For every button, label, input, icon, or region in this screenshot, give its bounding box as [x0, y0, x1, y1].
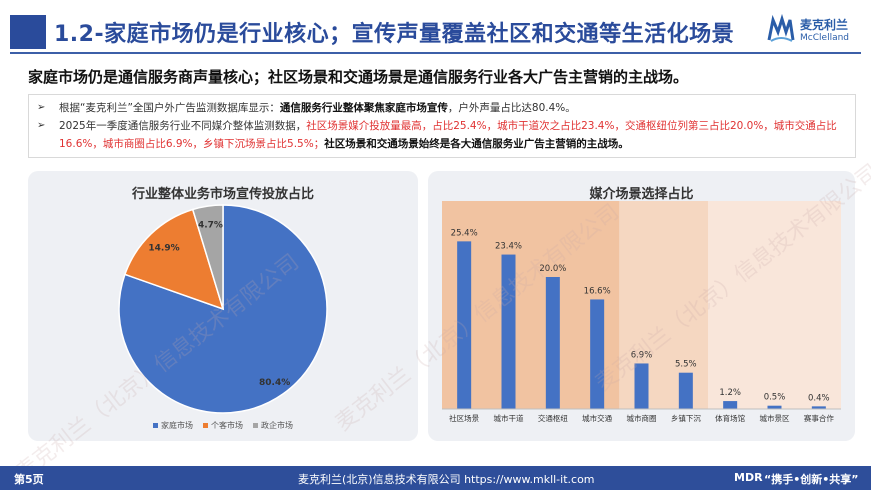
- band-primary: [442, 201, 620, 409]
- bar-value-label: 16.6%: [584, 286, 611, 296]
- bar-category-label: 城市干道: [494, 413, 524, 423]
- legend-label: 家庭市场: [161, 421, 193, 430]
- bullet-text: 2025年一季度通信服务行业不同媒介整体监测数据，: [59, 120, 307, 132]
- legend-swatch: [253, 423, 258, 428]
- bar-7: [767, 405, 782, 409]
- bar-0: [457, 241, 472, 409]
- bullet-item: ➢ 根据“麦克利兰”全国户外广告监测数据库显示：通信服务行业整体聚焦家庭市场宣传，…: [37, 99, 847, 117]
- page-title: 1.2-家庭市场仍是行业核心；宣传声量覆盖社区和交通等生活化场景: [54, 22, 735, 47]
- bar-value-label: 6.9%: [631, 350, 653, 360]
- pie-legend-item: 家庭市场: [153, 420, 193, 431]
- bar-value-label: 5.5%: [675, 360, 697, 370]
- pie-label-2: 4.7%: [198, 221, 223, 231]
- arrow-bullet-icon: ➢: [37, 102, 46, 113]
- bar-5: [678, 372, 693, 409]
- bar-category-label: 社区场景: [449, 413, 479, 423]
- legend-swatch: [203, 423, 208, 428]
- band-secondary: [619, 201, 708, 409]
- footer-company: 麦克利兰(北京)信息技术有限公司 https://www.mkll-it.com: [298, 473, 595, 486]
- bullet-text: 根据“麦克利兰”全国户外广告监测数据库显示：: [59, 102, 280, 114]
- bar-8: [811, 406, 826, 409]
- pie-chart-panel: 行业整体业务市场宣传投放占比 80.4% 14.9% 4.7% 家庭市场 个客市场 政企…: [28, 171, 418, 441]
- pie-legend-item: 政企市场: [253, 420, 293, 431]
- bar-category-label: 体育场馆: [715, 413, 745, 423]
- mcclelland-logo-icon: [767, 14, 795, 42]
- pie-slice-1: [123, 208, 225, 311]
- footer-mdr: MDR: [734, 471, 763, 484]
- logo-english: McClelland: [800, 32, 849, 43]
- bullet-text: ，户外声量占比达80.4%。: [447, 102, 576, 114]
- pie-chart-title: 行业整体业务市场宣传投放占比: [131, 187, 314, 202]
- title-accent-block: [10, 15, 46, 49]
- bar-value-label: 0.5%: [764, 393, 786, 403]
- bar-category-label: 交通枢纽: [538, 413, 568, 423]
- bar-chart-title: 媒介场景选择占比: [589, 187, 694, 202]
- pie-legend-item: 个客市场: [203, 420, 243, 431]
- bullet-highlight: 社区场景媒介投放量最高，占比25.4%，城市干道次之占比23.4%，交通枢纽位列…: [59, 120, 837, 150]
- pie-slice-2: [191, 204, 224, 310]
- arrow-bullet-icon: ➢: [37, 120, 46, 131]
- footer-bar: 第5页 麦克利兰(北京)信息技术有限公司 https://www.mkll-it…: [0, 466, 871, 490]
- company-logo: 麦克利兰 McClelland: [766, 14, 849, 44]
- pie-chart: 80.4% 14.9% 4.7%: [118, 204, 328, 414]
- bullet-item: ➢ 2025年一季度通信服务行业不同媒介整体监测数据，社区场景媒介投放量最高，占比…: [37, 117, 847, 153]
- bar-category-label: 城市商圈: [627, 413, 657, 423]
- bar-value-label: 25.4%: [451, 228, 478, 238]
- band-tertiary: [708, 201, 841, 409]
- bar-value-label: 0.4%: [808, 393, 830, 403]
- bar-chart-panel: 25.4% 社区场景 23.4% 城市干道 20.0% 交通枢纽 16.6% 城市交通 6.9%…: [428, 171, 855, 441]
- bar-3: [590, 299, 605, 409]
- bullet-box: ➢ 根据“麦克利兰”全国户外广告监测数据库显示：通信服务行业整体聚焦家庭市场宣传，…: [28, 94, 856, 158]
- pie-label-0: 80.4%: [259, 378, 290, 388]
- bar-category-label: 城市景区: [760, 413, 790, 423]
- bar-category-label: 乡镇下沉: [671, 413, 701, 423]
- bar-2: [545, 277, 560, 409]
- headline: 家庭市场仍是通信服务商声量核心；社区场景和交通场景是通信服务行业各大广告主营销的…: [28, 68, 689, 86]
- pie-label-1: 14.9%: [148, 243, 179, 253]
- pie-legend: 家庭市场 个客市场 政企市场: [28, 420, 418, 431]
- bullet-emphasis: 通信服务行业整体聚焦家庭市场宣传: [279, 102, 448, 114]
- bar-value-label: 20.0%: [539, 264, 566, 274]
- logo-chinese: 麦克利兰: [800, 17, 849, 32]
- bar-category-label: 赛事合作: [804, 413, 834, 423]
- bar-4: [634, 363, 649, 409]
- bar-1: [501, 254, 516, 409]
- title-bar: 1.2-家庭市场仍是行业核心；宣传声量覆盖社区和交通等生活化场景 麦克利兰 Mc…: [0, 0, 871, 64]
- bar-chart: 25.4% 社区场景 23.4% 城市干道 20.0% 交通枢纽 16.6% 城市交通 6.9%…: [442, 201, 841, 423]
- bar-value-label: 1.2%: [719, 388, 741, 398]
- bar-category-label: 城市交通: [582, 413, 612, 423]
- legend-label: 个客市场: [211, 421, 243, 430]
- page-number: 第5页: [14, 473, 44, 486]
- bar-6: [723, 401, 738, 409]
- legend-label: 政企市场: [261, 421, 293, 430]
- legend-swatch: [153, 423, 158, 428]
- bullet-emphasis: 社区场景和交通场景始终是各大通信服务业广告主营销的主战场。: [324, 138, 629, 150]
- title-underline: [10, 52, 861, 54]
- footer-slogan: “携手•创新•共享”: [764, 473, 859, 486]
- bar-value-label: 23.4%: [495, 242, 522, 252]
- pie-slice-0: [118, 204, 328, 414]
